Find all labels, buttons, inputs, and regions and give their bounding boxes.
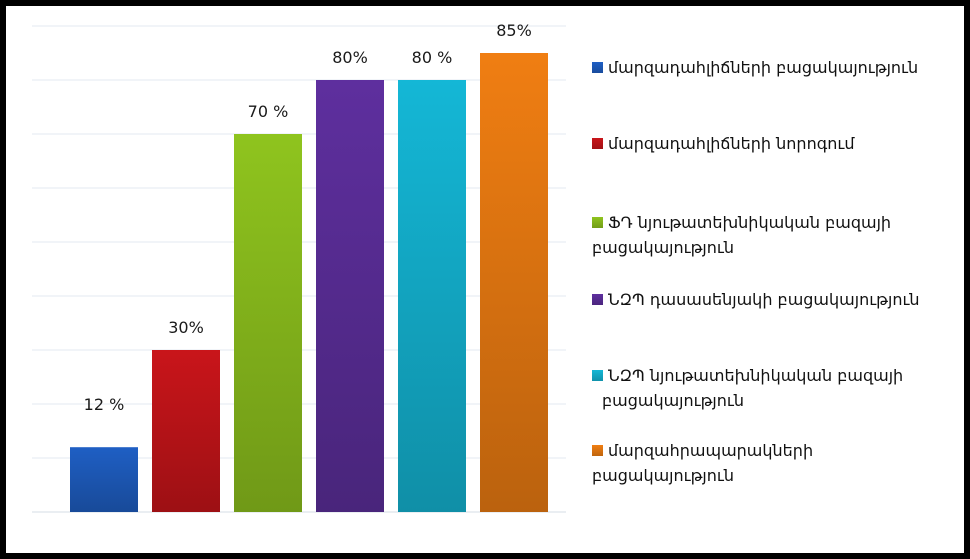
legend-label-3: ՆԶՊ դասասենյակի բացակայություն xyxy=(608,290,920,309)
bars xyxy=(70,53,548,512)
legend-item-4: ՆԶՊ նյութատեխնիկական բազայի բացակայությո… xyxy=(592,363,952,413)
data-label-1: 30% xyxy=(168,318,204,337)
legend-swatch-4 xyxy=(592,370,603,381)
legend-swatch-3 xyxy=(592,294,603,305)
legend-label-2: ՖԴ նյութատեխնիկական բազայի բացակայությու… xyxy=(592,213,892,257)
legend-label-4: ՆԶՊ նյութատեխնիկական բազայի բացակայությո… xyxy=(602,366,904,410)
bar-1 xyxy=(152,350,220,512)
bar-3 xyxy=(316,80,384,512)
data-label-5: 85% xyxy=(496,21,532,40)
chart-frame: 12 % 30% 70 % 80% 80 % 85% մարզադահլիճների բա… xyxy=(6,6,964,553)
legend-item-1: մարզադահլիճների նորոգում xyxy=(592,131,957,156)
bar-chart: 12 % 30% 70 % 80% 80 % 85% xyxy=(32,21,566,513)
legend-item-3: ՆԶՊ դասասենյակի բացակայություն xyxy=(592,287,957,312)
data-label-3: 80% xyxy=(332,48,368,67)
data-label-0: 12 % xyxy=(84,395,125,414)
legend-swatch-1 xyxy=(592,138,603,149)
legend-swatch-0 xyxy=(592,62,603,73)
legend-label-1: մարզադահլիճների նորոգում xyxy=(608,134,855,153)
bar-5 xyxy=(480,53,548,512)
legend-item-5: մարզահրապարակների բացակայություն xyxy=(592,438,957,488)
data-labels: 12 % 30% 70 % 80% 80 % 85% xyxy=(84,21,532,414)
legend-item-0: մարզադահլիճների բացակայություն xyxy=(592,55,957,80)
bar-0 xyxy=(70,447,138,512)
legend-swatch-5 xyxy=(592,445,603,456)
data-label-4: 80 % xyxy=(412,48,453,67)
legend-label-5: մարզահրապարակների բացակայություն xyxy=(592,441,814,485)
legend-swatch-2 xyxy=(592,217,603,228)
legend-item-2: ՖԴ նյութատեխնիկական բազայի բացակայությու… xyxy=(592,210,957,260)
bar-4 xyxy=(398,80,466,512)
legend: մարզադահլիճների բացակայություն մարզադահլ… xyxy=(592,6,962,553)
bar-2 xyxy=(234,134,302,512)
legend-label-0: մարզադահլիճների բացակայություն xyxy=(608,58,919,77)
data-label-2: 70 % xyxy=(248,102,289,121)
